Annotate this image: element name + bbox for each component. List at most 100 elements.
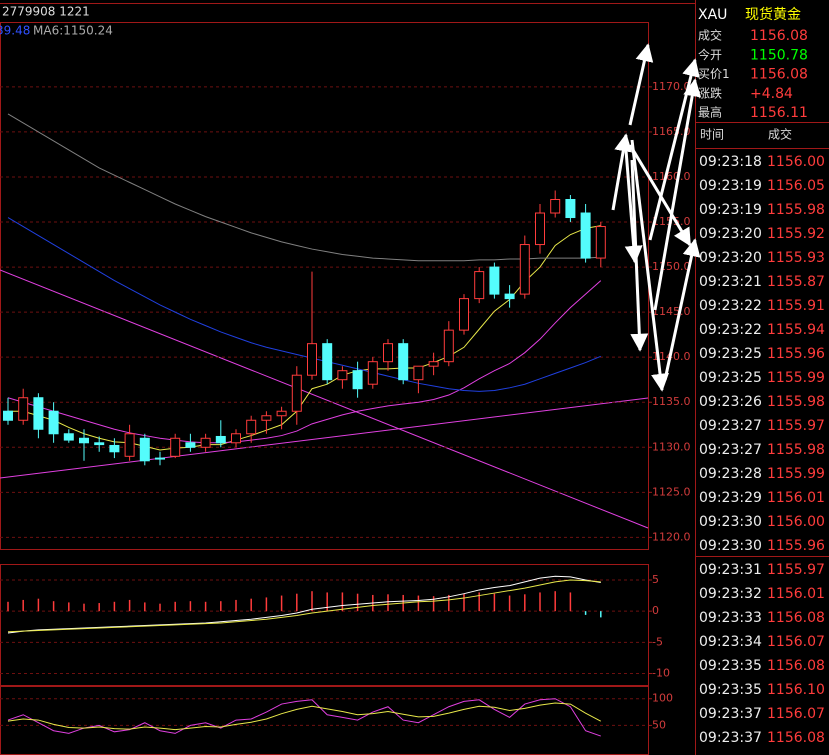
candle-body <box>307 343 317 376</box>
candle-body <box>580 212 591 259</box>
y-tick-label: 1160.0 <box>652 170 691 183</box>
candle-body <box>94 442 105 446</box>
candle-body <box>489 266 500 295</box>
candle-body <box>519 244 530 295</box>
tick-price: 1155.99 <box>767 370 825 386</box>
tick-price: 1156.07 <box>767 634 825 650</box>
tick-price: 1155.99 <box>767 466 825 482</box>
quote-label: 今开 <box>698 47 722 62</box>
kdj-frame <box>0 686 649 755</box>
tick-time: 09:23:31 <box>699 562 762 578</box>
y-tick-label: -5 <box>652 635 663 648</box>
candle-body <box>155 457 165 460</box>
trend-line <box>0 397 649 479</box>
tick-price: 1155.94 <box>767 322 825 338</box>
y-tick-label: -10 <box>652 667 670 680</box>
macd-frame <box>0 564 649 686</box>
candle-body <box>231 433 241 444</box>
tick-time: 09:23:27 <box>699 442 762 458</box>
indicator-line <box>8 225 601 451</box>
y-tick-label: 1120.0 <box>652 530 691 543</box>
candle-body <box>18 397 29 421</box>
y-tick-label: 1165.0 <box>652 125 691 138</box>
tick-price: 1155.97 <box>767 418 825 434</box>
candle-body <box>79 437 89 444</box>
y-tick-label: 1135.0 <box>652 395 691 408</box>
candle-body <box>565 199 576 219</box>
quote-value: +4.84 <box>750 86 793 102</box>
quote-value: 1156.08 <box>750 28 808 44</box>
tick-price: 1156.08 <box>767 730 825 746</box>
table-header: 时间 <box>700 128 724 142</box>
tick-price: 1155.96 <box>767 346 825 362</box>
symbol: XAU <box>698 7 727 23</box>
quote-label: 涨跌 <box>698 85 722 100</box>
tick-price: 1156.05 <box>767 178 825 194</box>
tick-price: 1155.92 <box>767 226 825 242</box>
candle-body <box>352 370 363 390</box>
candle-body <box>443 329 454 363</box>
tick-time: 09:23:20 <box>699 226 762 242</box>
candle-body <box>48 410 59 435</box>
tick-time: 09:23:25 <box>699 370 762 386</box>
candle-body <box>413 365 424 381</box>
tick-time: 09:23:37 <box>699 706 762 722</box>
tick-time: 09:23:25 <box>699 346 762 362</box>
y-tick-label: 1145.0 <box>652 305 691 318</box>
y-tick-label: 0 <box>652 604 659 617</box>
tick-time: 09:23:35 <box>699 658 762 674</box>
indicator-line <box>7 698 601 737</box>
tick-time: 09:23:30 <box>699 514 762 530</box>
tick-price: 1156.00 <box>767 514 825 530</box>
quote-value: 1156.08 <box>750 67 808 83</box>
candle-body <box>139 437 150 462</box>
tick-price: 1155.93 <box>767 250 825 266</box>
tick-time: 09:23:20 <box>699 250 762 266</box>
tick-time: 09:23:22 <box>699 298 762 314</box>
tick-time: 09:23:29 <box>699 490 762 506</box>
info-text: 39.48 <box>0 24 30 38</box>
tick-time: 09:23:35 <box>699 682 762 698</box>
drawn-arrows <box>611 43 702 392</box>
candle-body <box>185 442 196 448</box>
candle-body <box>337 370 348 381</box>
indicator-line <box>7 579 601 633</box>
trend-line <box>0 269 649 529</box>
tick-time: 09:23:21 <box>699 274 762 290</box>
y-tick-label: 1130.0 <box>652 440 691 453</box>
tick-price: 1155.98 <box>767 202 825 218</box>
quote-label: 成交 <box>698 28 722 43</box>
candle-body <box>595 226 606 259</box>
instrument-name: 现货黄金 <box>745 6 801 23</box>
tick-time: 09:23:33 <box>699 610 762 626</box>
tick-time: 09:23:22 <box>699 322 762 338</box>
candle-body <box>124 433 135 457</box>
indicator-line <box>7 113 601 262</box>
tick-price: 1156.01 <box>767 586 825 602</box>
tick-price: 1156.00 <box>767 154 825 170</box>
tick-price: 1155.87 <box>767 274 825 290</box>
y-tick-label: 5 <box>652 573 659 586</box>
tick-time: 09:23:32 <box>699 586 762 602</box>
tick-price: 1156.10 <box>767 682 825 698</box>
quote-label: 最高 <box>698 105 722 120</box>
candle-body <box>291 374 302 412</box>
main-frame <box>0 22 649 550</box>
candle-body <box>261 415 272 421</box>
candle-body <box>367 361 378 385</box>
tick-time: 09:23:27 <box>699 418 762 434</box>
tick-price: 1155.97 <box>767 562 825 578</box>
tick-price: 1155.98 <box>767 394 825 410</box>
tick-price: 1155.96 <box>767 538 825 554</box>
table-header: 成交 <box>768 127 792 142</box>
tick-time: 09:23:28 <box>699 466 762 482</box>
candle-body <box>398 343 409 381</box>
candle-body <box>504 293 515 300</box>
tick-time: 09:23:37 <box>699 730 762 746</box>
tick-price: 1156.07 <box>767 706 825 722</box>
candle-body <box>276 410 287 417</box>
quote-value: 1156.11 <box>750 105 808 121</box>
indicator-line <box>7 217 601 392</box>
tick-price: 1156.08 <box>767 658 825 674</box>
candle-body <box>170 437 181 457</box>
